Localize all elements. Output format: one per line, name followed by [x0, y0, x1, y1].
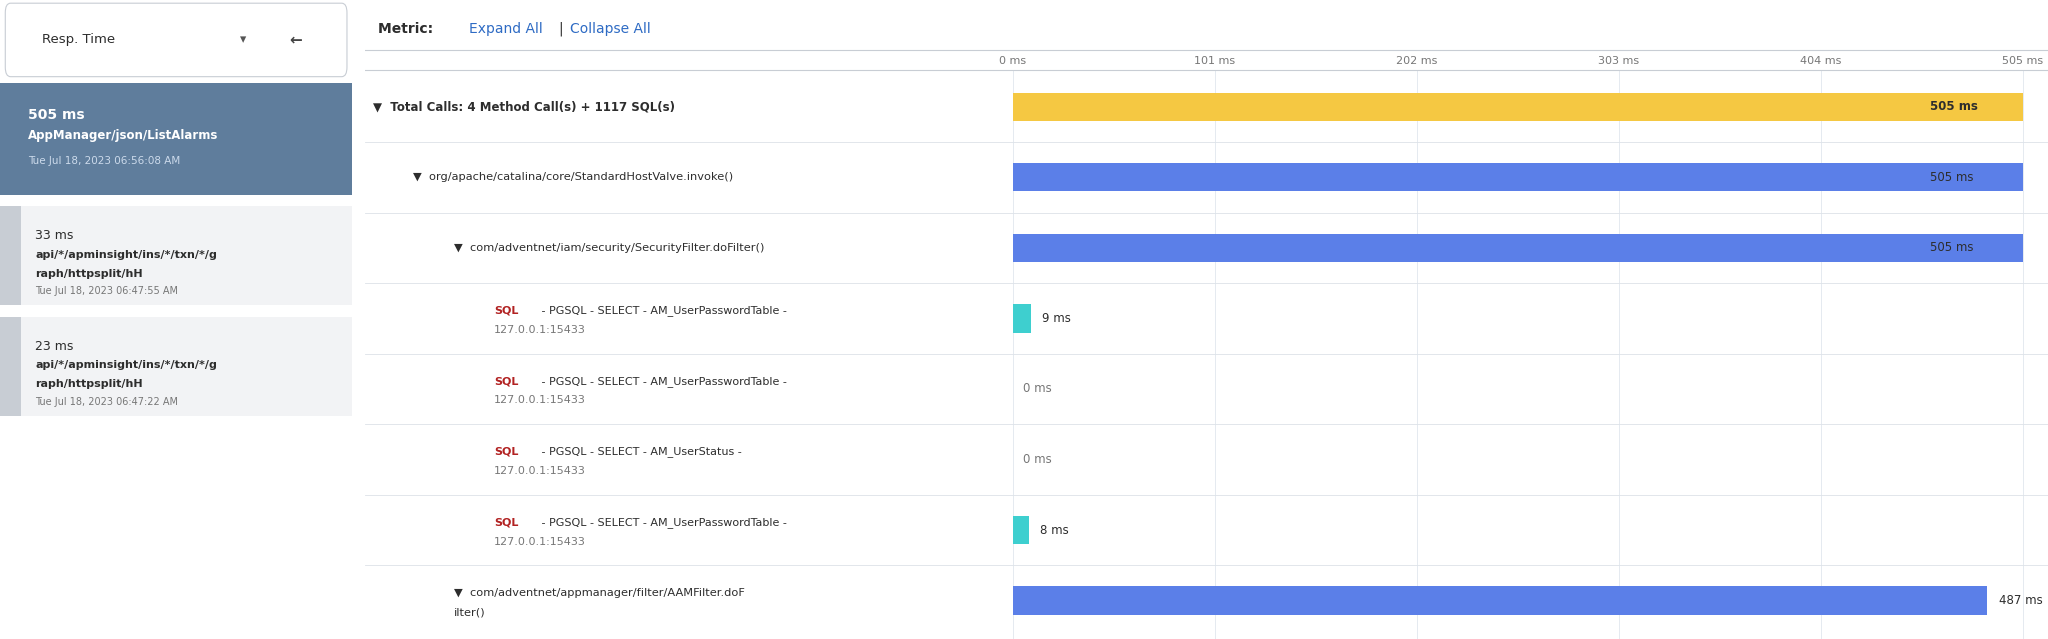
Text: 127.0.0.1:15433: 127.0.0.1:15433 [494, 396, 586, 406]
Text: 23 ms: 23 ms [35, 339, 74, 353]
Bar [0, 83, 352, 195]
Text: ▾: ▾ [240, 33, 246, 47]
Text: ▼  com/adventnet/iam/security/SecurityFilter.doFilter(): ▼ com/adventnet/iam/security/SecurityFil… [455, 243, 764, 253]
Text: AppManager/json/ListAlarms: AppManager/json/ListAlarms [29, 129, 219, 142]
Bar [0, 206, 352, 305]
Text: 0 ms: 0 ms [1022, 383, 1051, 396]
Text: 505 ms: 505 ms [1929, 242, 1974, 254]
Text: raph/httpsplit/hH: raph/httpsplit/hH [35, 380, 143, 389]
Text: Tue Jul 18, 2023 06:56:08 AM: Tue Jul 18, 2023 06:56:08 AM [29, 157, 180, 166]
Text: 487 ms: 487 ms [1999, 594, 2042, 607]
Bar [1012, 163, 2023, 192]
Bar [1012, 516, 1028, 544]
Text: 303 ms: 303 ms [1597, 56, 1638, 66]
Text: SQL: SQL [494, 305, 518, 316]
Text: api/*/apminsight/ins/*/txn/*/g: api/*/apminsight/ins/*/txn/*/g [35, 250, 217, 259]
Text: - PGSQL - SELECT - AM_UserPasswordTable -: - PGSQL - SELECT - AM_UserPasswordTable … [539, 305, 786, 316]
Text: ▼  org/apache/catalina/core/StandardHostValve.invoke(): ▼ org/apache/catalina/core/StandardHostV… [414, 173, 733, 182]
Text: SQL: SQL [494, 376, 518, 387]
Text: 0 ms: 0 ms [1022, 453, 1051, 466]
Text: 505 ms: 505 ms [2003, 56, 2044, 66]
Text: Tue Jul 18, 2023 06:47:55 AM: Tue Jul 18, 2023 06:47:55 AM [35, 286, 178, 296]
Text: raph/httpsplit/hH: raph/httpsplit/hH [35, 269, 143, 279]
Text: 8 ms: 8 ms [1040, 523, 1069, 537]
Text: - PGSQL - SELECT - AM_UserStatus -: - PGSQL - SELECT - AM_UserStatus - [539, 447, 741, 458]
Text: - PGSQL - SELECT - AM_UserPasswordTable -: - PGSQL - SELECT - AM_UserPasswordTable … [539, 517, 786, 528]
Text: api/*/apminsight/ins/*/txn/*/g: api/*/apminsight/ins/*/txn/*/g [35, 360, 217, 370]
Text: 505 ms: 505 ms [1929, 100, 1978, 113]
Text: 202 ms: 202 ms [1397, 56, 1438, 66]
Text: 127.0.0.1:15433: 127.0.0.1:15433 [494, 466, 586, 476]
Text: 9 ms: 9 ms [1042, 312, 1071, 325]
Text: SQL: SQL [494, 518, 518, 527]
Text: Metric:: Metric: [379, 22, 438, 36]
Text: - PGSQL - SELECT - AM_UserPasswordTable -: - PGSQL - SELECT - AM_UserPasswordTable … [539, 376, 786, 387]
Text: 127.0.0.1:15433: 127.0.0.1:15433 [494, 325, 586, 335]
Bar [0, 206, 20, 305]
Text: Expand All: Expand All [469, 22, 543, 36]
Text: 505 ms: 505 ms [1929, 171, 1974, 184]
Text: ilter(): ilter() [455, 607, 485, 617]
Text: 0 ms: 0 ms [999, 56, 1026, 66]
Bar [0, 317, 20, 416]
FancyBboxPatch shape [6, 3, 346, 77]
Text: ▼  Total Calls: 4 Method Call(s) + 1117 SQL(s): ▼ Total Calls: 4 Method Call(s) + 1117 S… [373, 100, 676, 113]
Text: Collapse All: Collapse All [569, 22, 651, 36]
Bar [1012, 234, 2023, 262]
Bar [0, 317, 352, 416]
Text: 127.0.0.1:15433: 127.0.0.1:15433 [494, 537, 586, 546]
Text: Tue Jul 18, 2023 06:47:22 AM: Tue Jul 18, 2023 06:47:22 AM [35, 397, 178, 406]
Text: 404 ms: 404 ms [1800, 56, 1841, 66]
Text: ▼  com/adventnet/appmanager/filter/AAMFilter.doF: ▼ com/adventnet/appmanager/filter/AAMFil… [455, 588, 745, 598]
Text: 33 ms: 33 ms [35, 229, 74, 242]
Text: 101 ms: 101 ms [1194, 56, 1235, 66]
Text: |: | [559, 22, 563, 36]
Bar [1012, 93, 2023, 121]
Text: ←: ← [289, 33, 301, 47]
Text: Resp. Time: Resp. Time [43, 33, 115, 47]
Text: SQL: SQL [494, 447, 518, 457]
Bar [1012, 587, 1987, 615]
Bar [1012, 304, 1030, 332]
Text: 505 ms: 505 ms [29, 108, 84, 121]
